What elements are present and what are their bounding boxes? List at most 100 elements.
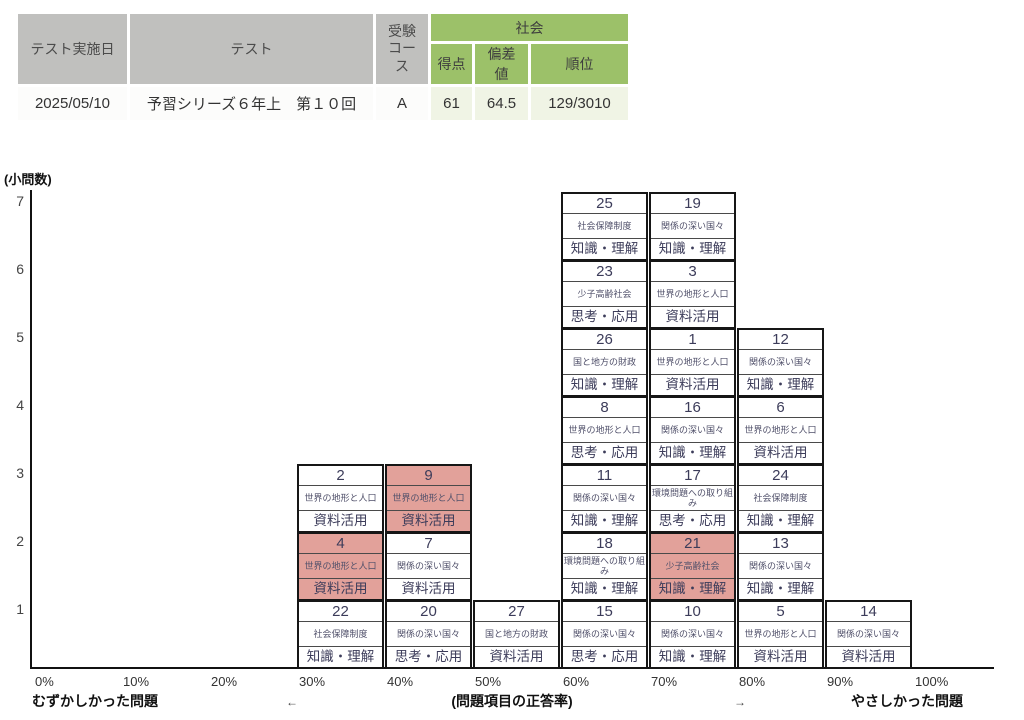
cell-topic: 環境問題への取り組み [651, 486, 734, 511]
value-exam-course: A [376, 87, 428, 120]
problem-cell-22: 22 社会保障制度知識・理解 [297, 600, 384, 669]
cell-category: 資料活用 [313, 513, 368, 529]
cell-topic: 世界の地形と人口 [651, 350, 734, 375]
x-tick-70%: 70% [651, 674, 678, 689]
cell-topic: 世界の地形と人口 [387, 486, 470, 511]
cell-category: 思考・応用 [570, 445, 639, 461]
problem-cell-17: 17 環境問題への取り組み 思考・応用 [649, 464, 736, 533]
x-tick-50%: 50% [475, 674, 502, 689]
header-subject-shakai: 社会 [431, 14, 628, 41]
value-rank: 129/3010 [531, 87, 628, 120]
cell-category: 思考・応用 [570, 649, 639, 665]
header-score: 得点 [431, 44, 472, 84]
cell-question-number: 3 [651, 262, 734, 282]
value-test-date: 2025/05/10 [18, 87, 127, 120]
problem-cell-8: 8 世界の地形と人口 思考・応用 [561, 396, 648, 465]
x-tick-10%: 10% [123, 674, 150, 689]
x-tick-100%: 100% [915, 674, 949, 689]
y-axis-title: (小問数) [4, 172, 52, 187]
problem-cell-25: 25 社会保障制度 知識・理解 [561, 192, 648, 261]
value-deviation: 64.5 [475, 87, 528, 120]
problem-cell-13: 13 関係の深い国々 知識・理解 [737, 532, 824, 601]
cell-question-number: 19 [651, 194, 734, 214]
y-tick-4: 4 [16, 397, 24, 413]
cell-category: 知識・理解 [570, 513, 639, 529]
cell-question-number: 22 [299, 602, 382, 622]
cell-topic: 少子高齢社会 [563, 282, 646, 307]
problem-cell-27: 27 国と地方の財政 資料活用 [473, 600, 560, 669]
cell-category: 知識・理解 [306, 649, 375, 665]
cell-topic: 関係の深い国々 [387, 554, 470, 579]
cell-topic: 環境問題への取り組み [563, 554, 646, 579]
x-tick-20%: 20% [211, 674, 238, 689]
cell-question-number: 7 [387, 534, 470, 554]
cell-category: 知識・理解 [570, 377, 639, 393]
cell-topic: 国と地方の財政 [475, 622, 558, 647]
cell-topic: 少子高齢社会 [651, 554, 734, 579]
cell-question-number: 13 [739, 534, 822, 554]
problem-cell-11: 11 関係の深い国々知識・理解 [561, 464, 648, 533]
problem-cell-1: 1 世界の地形と人口 資料活用 [649, 328, 736, 397]
problem-cell-21: 21 少子高齢社会 知識・理解 [649, 532, 736, 601]
cell-topic: 関係の深い国々 [739, 350, 822, 375]
problem-cell-5: 5 世界の地形と人口資料活用 [737, 600, 824, 669]
problem-cell-4: 4 世界の地形と人口 資料活用 [297, 532, 384, 601]
problem-cell-6: 6 世界の地形と人口 資料活用 [737, 396, 824, 465]
header-exam-course: 受験 コース [376, 14, 428, 84]
cell-topic: 社会保障制度 [299, 622, 382, 647]
y-axis-line [30, 190, 32, 669]
cell-question-number: 5 [739, 602, 822, 622]
problem-cell-2: 2 世界の地形と人口 資料活用 [297, 464, 384, 533]
cell-category: 知識・理解 [746, 581, 815, 597]
cell-question-number: 23 [563, 262, 646, 282]
header-deviation: 偏差値 [475, 44, 528, 84]
cell-question-number: 11 [563, 466, 646, 486]
left-arrow-icon: ← [286, 695, 298, 709]
cell-topic: 世界の地形と人口 [739, 418, 822, 443]
cell-topic: 関係の深い国々 [827, 622, 910, 647]
cell-topic: 世界の地形と人口 [299, 554, 382, 579]
cell-category: 資料活用 [665, 309, 720, 325]
label-hard-problems: むずかしかった問題 [32, 693, 158, 709]
cell-question-number: 27 [475, 602, 558, 622]
cell-category: 資料活用 [753, 445, 808, 461]
problem-cell-15: 15 関係の深い国々 思考・応用 [561, 600, 648, 669]
header-test-name: テスト [130, 14, 373, 84]
problem-cell-26: 26 国と地方の財政知識・理解 [561, 328, 648, 397]
cell-category: 資料活用 [401, 513, 456, 529]
problem-cell-7: 7 関係の深い国々 資料活用 [385, 532, 472, 601]
cell-topic: 関係の深い国々 [651, 622, 734, 647]
cell-topic: 世界の地形と人口 [651, 282, 734, 307]
cell-question-number: 12 [739, 330, 822, 350]
cell-category: 思考・応用 [394, 649, 463, 665]
cell-question-number: 24 [739, 466, 822, 486]
cell-question-number: 2 [299, 466, 382, 486]
problem-cell-20: 20 関係の深い国々 思考・応用 [385, 600, 472, 669]
x-tick-60%: 60% [563, 674, 590, 689]
problem-cell-12: 12 関係の深い国々知識・理解 [737, 328, 824, 397]
y-tick-7: 7 [16, 193, 24, 209]
x-tick-90%: 90% [827, 674, 854, 689]
cell-category: 資料活用 [841, 649, 896, 665]
cell-category: 思考・応用 [570, 309, 639, 325]
cell-category: 資料活用 [753, 649, 808, 665]
cell-question-number: 8 [563, 398, 646, 418]
y-tick-1: 1 [16, 601, 24, 617]
value-score: 61 [431, 87, 472, 120]
cell-question-number: 10 [651, 602, 734, 622]
cell-topic: 関係の深い国々 [387, 622, 470, 647]
y-tick-3: 3 [16, 465, 24, 481]
x-tick-80%: 80% [739, 674, 766, 689]
cell-topic: 国と地方の財政 [563, 350, 646, 375]
right-arrow-icon: → [734, 695, 746, 709]
problem-cell-16: 16 関係の深い国々 知識・理解 [649, 396, 736, 465]
cell-topic: 関係の深い国々 [563, 486, 646, 511]
problem-cell-10: 10 関係の深い国々 知識・理解 [649, 600, 736, 669]
cell-question-number: 26 [563, 330, 646, 350]
cell-topic: 世界の地形と人口 [739, 622, 822, 647]
problem-cell-3: 3 世界の地形と人口資料活用 [649, 260, 736, 329]
header-rank: 順位 [531, 44, 628, 84]
header-test-date: テスト実施日 [18, 14, 127, 84]
cell-category: 知識・理解 [746, 377, 815, 393]
